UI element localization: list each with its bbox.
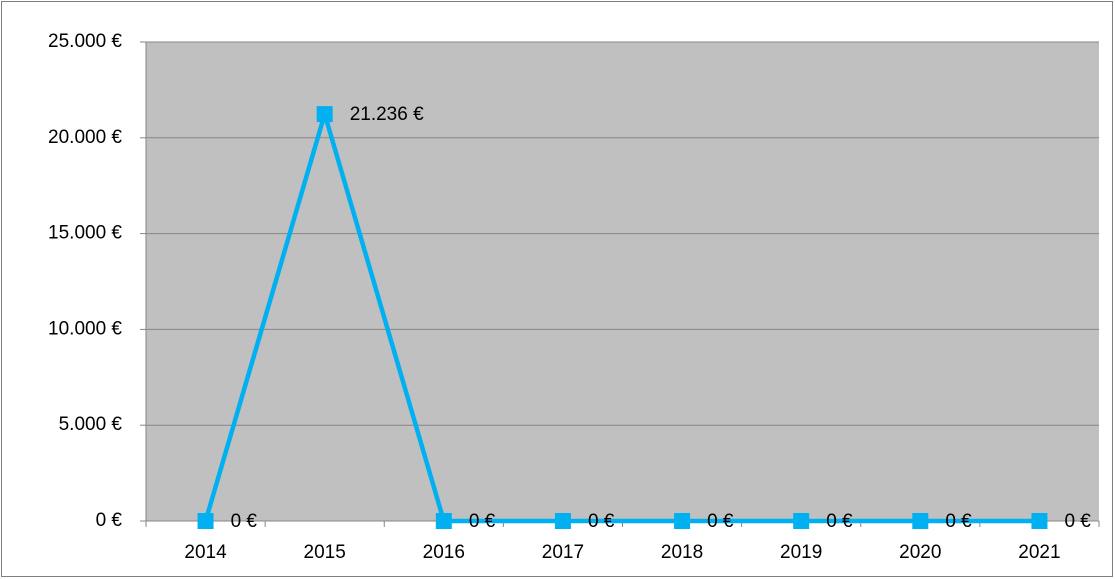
marker — [674, 513, 691, 529]
y-tick-label: 5.000 € — [59, 414, 123, 435]
x-tick-label: 2018 — [661, 542, 703, 563]
y-tick-label: 20.000 € — [48, 127, 122, 148]
y-tick-label: 15.000 € — [48, 223, 122, 244]
y-tick-label: 10.000 € — [48, 318, 122, 339]
x-tick-label: 2019 — [780, 542, 822, 563]
x-tick-label: 2020 — [899, 542, 941, 563]
data-label: 0 € — [945, 511, 972, 532]
data-label: 0 € — [826, 511, 853, 532]
x-tick-label: 2014 — [184, 542, 227, 563]
data-label: 0 € — [469, 511, 496, 532]
y-tick-label: 25.000 € — [48, 31, 122, 52]
x-tick-label: 2015 — [304, 542, 346, 563]
data-label: 0 € — [707, 511, 734, 532]
x-tick-label: 2021 — [1018, 542, 1060, 563]
data-label: 21.236 € — [350, 104, 424, 125]
line — [203, 106, 1040, 524]
x-tick-label: 2016 — [423, 542, 465, 563]
marker — [912, 513, 929, 529]
y-tick-label: 0 € — [96, 510, 123, 531]
x-tick-label: 2017 — [542, 542, 584, 563]
marker — [197, 513, 214, 529]
data-label: 0 € — [588, 511, 615, 532]
plot-area — [146, 42, 1099, 521]
data-label: 0 € — [231, 511, 258, 532]
marker — [793, 513, 810, 529]
marker — [1031, 513, 1048, 529]
marker — [554, 513, 571, 529]
marker — [316, 106, 333, 123]
data-label: 0 € — [1064, 511, 1091, 532]
marker — [435, 513, 452, 529]
